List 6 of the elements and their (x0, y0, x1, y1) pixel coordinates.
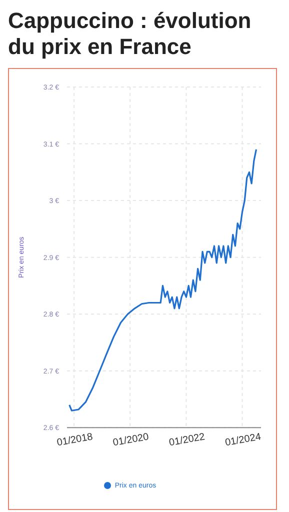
chart-title: Cappuccino : évolution du prix en France (8, 8, 252, 60)
x-tick-label: 01/2024 (224, 432, 262, 449)
x-tick-label: 01/2020 (112, 432, 150, 449)
x-tick-label: 01/2022 (168, 432, 206, 449)
line-series (68, 148, 258, 412)
x-tick-label: 01/2018 (56, 432, 94, 449)
